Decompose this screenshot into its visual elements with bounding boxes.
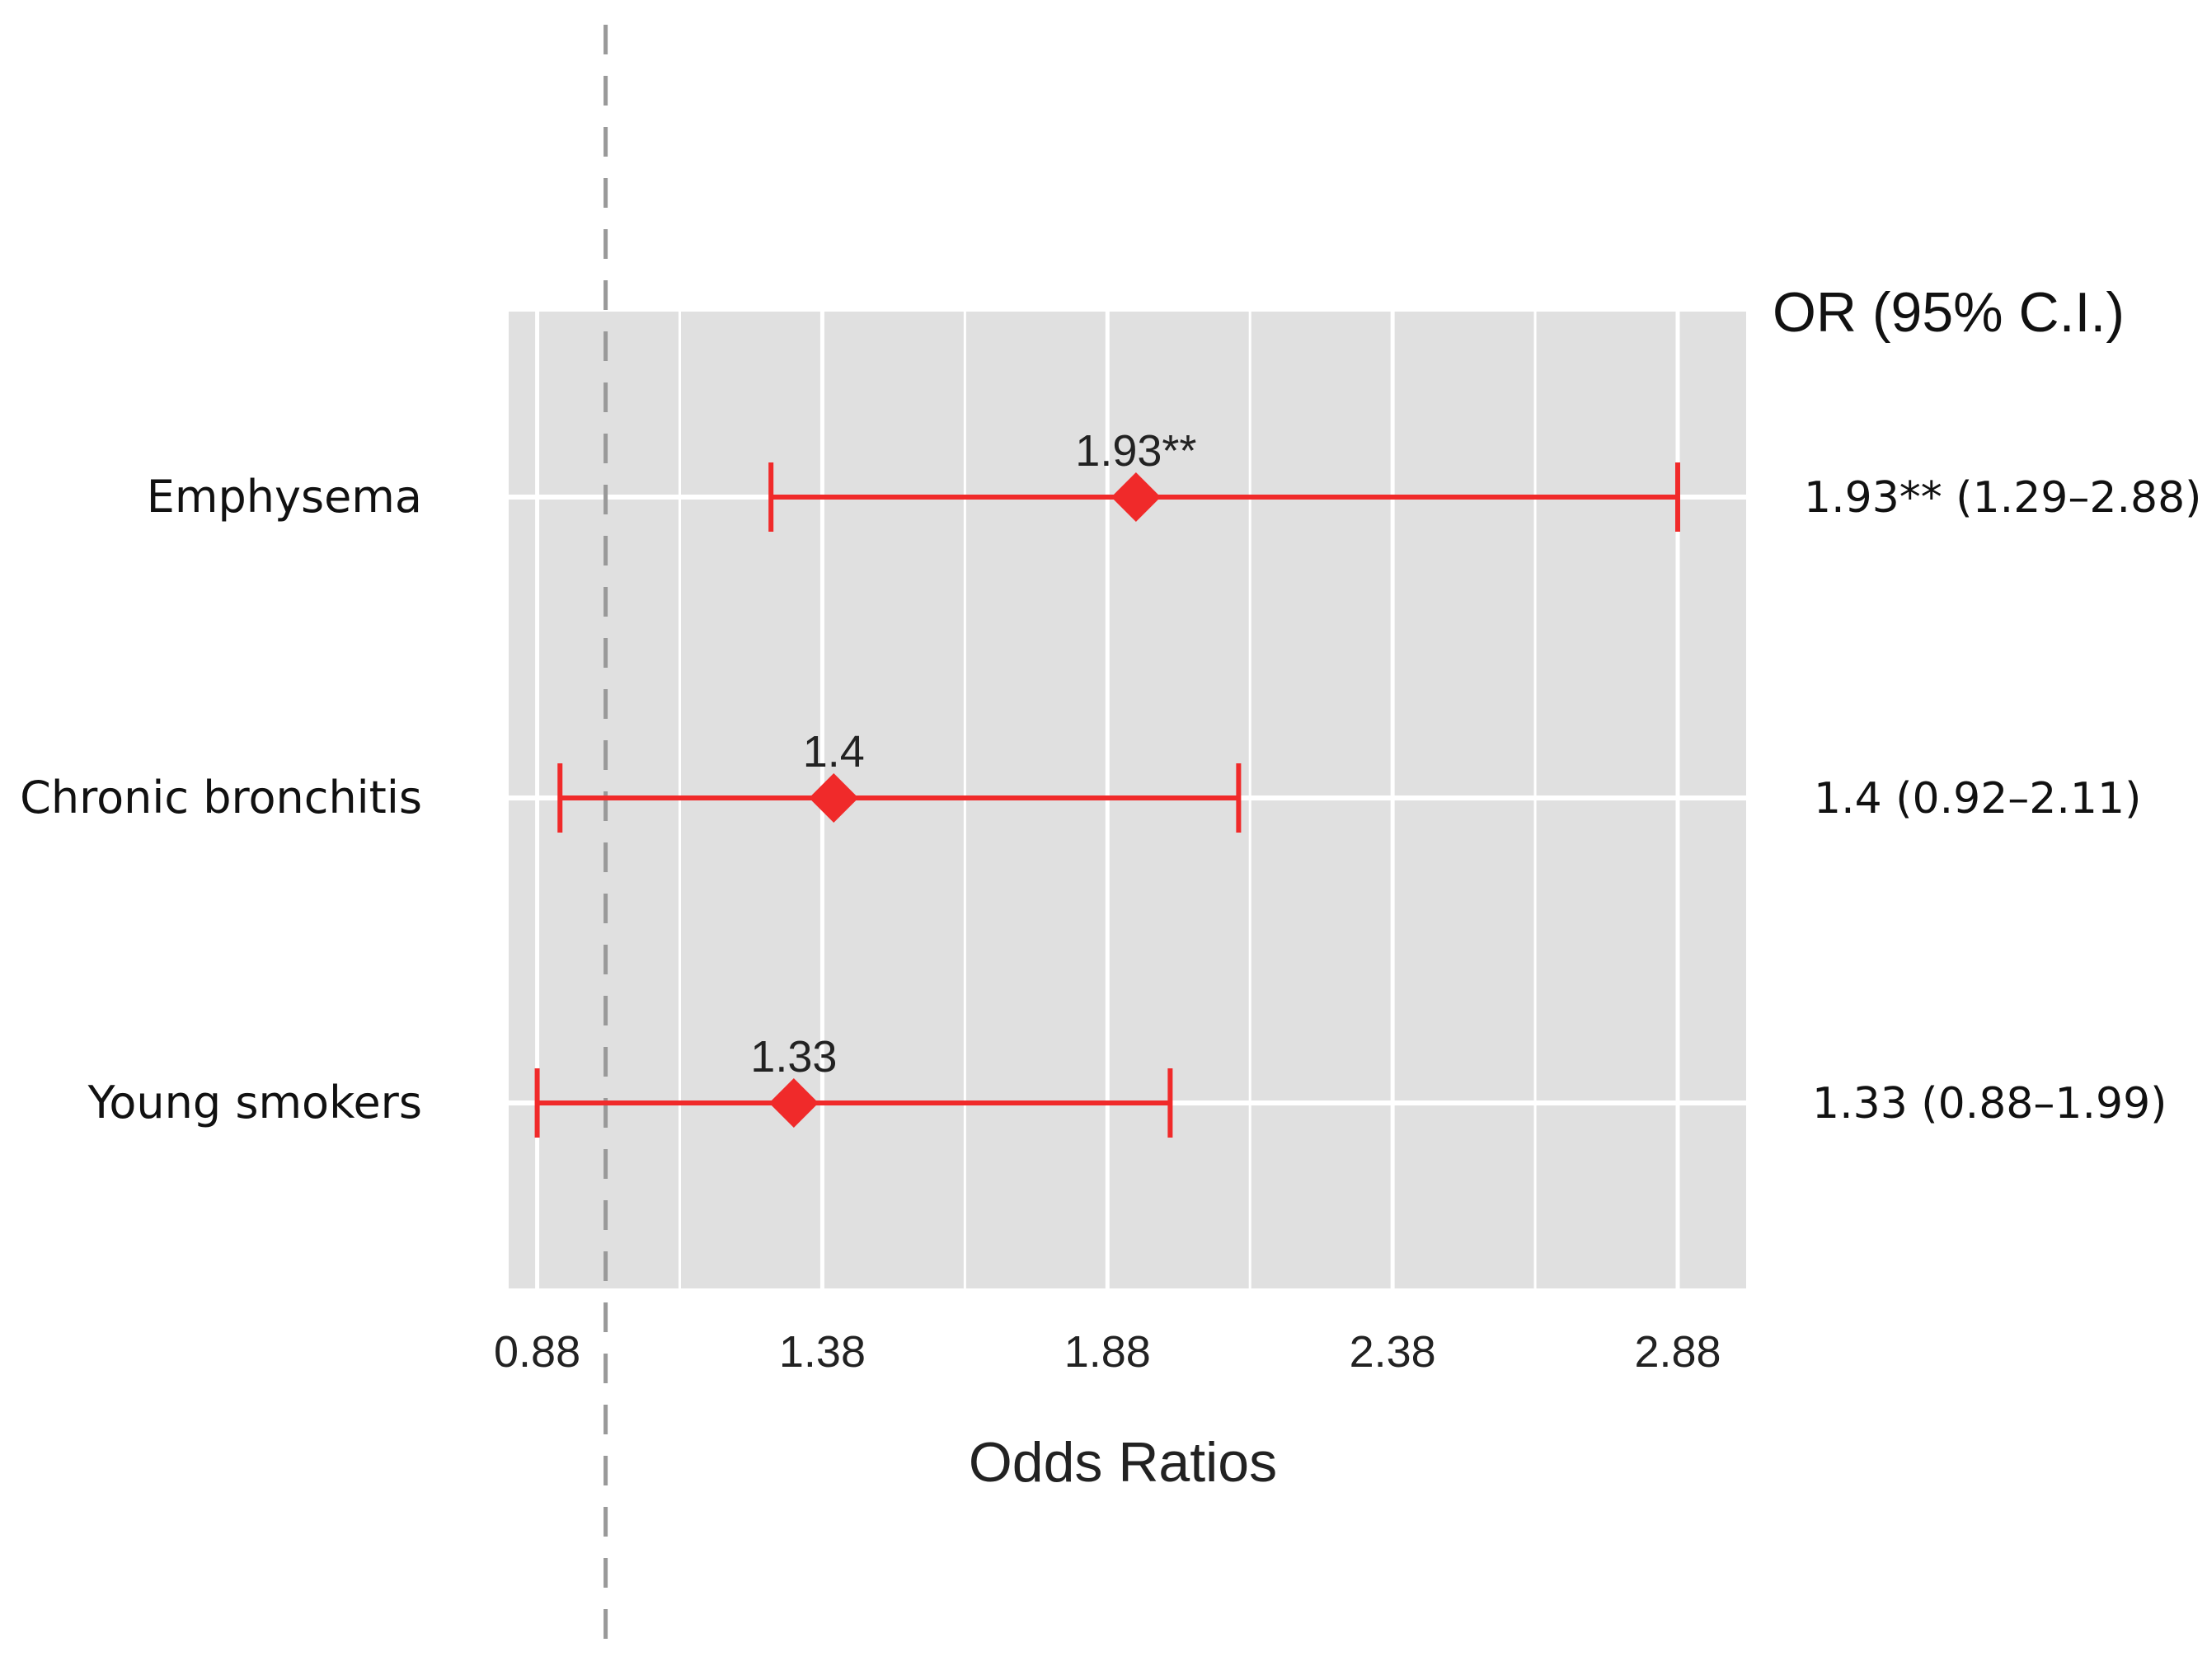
- row-label: Emphysema: [147, 471, 422, 523]
- x-axis-title: Odds Ratios: [969, 1431, 1277, 1494]
- x-axis-ticks: 0.88 1.38 1.88 2.38 2.88: [494, 1327, 1721, 1377]
- row-label: Young smokers: [87, 1077, 422, 1129]
- row-label: Chronic bronchitis: [20, 772, 422, 824]
- x-tick-label: 1.38: [779, 1327, 866, 1377]
- odds-ratio-point: [768, 1078, 819, 1128]
- ci-text: 1.4 (0.92–2.11): [1814, 774, 2141, 824]
- point-value-label: 1.33: [750, 1032, 837, 1082]
- ci-text: 1.93** (1.29–2.88): [1804, 473, 2201, 523]
- row-labels: Emphysema Chronic bronchitis Young smokers: [20, 471, 422, 1129]
- data-marks: 1.93** 1.4 1.33: [534, 426, 1680, 1138]
- point-value-label: 1.93**: [1075, 426, 1196, 476]
- x-tick-label: 2.38: [1350, 1327, 1436, 1377]
- ci-column-header: OR (95% C.I.): [1773, 281, 2125, 344]
- odds-ratio-point: [809, 773, 859, 823]
- x-tick-label: 0.88: [494, 1327, 580, 1377]
- odds-ratio-point: [1111, 472, 1161, 522]
- ci-text: 1.33 (0.88–1.99): [1812, 1079, 2167, 1129]
- x-tick-label: 1.88: [1064, 1327, 1151, 1377]
- x-tick-label: 2.88: [1634, 1327, 1721, 1377]
- point-value-label: 1.4: [803, 727, 865, 777]
- ci-column: 1.93** (1.29–2.88) 1.4 (0.92–2.11) 1.33 (0…: [1804, 473, 2201, 1129]
